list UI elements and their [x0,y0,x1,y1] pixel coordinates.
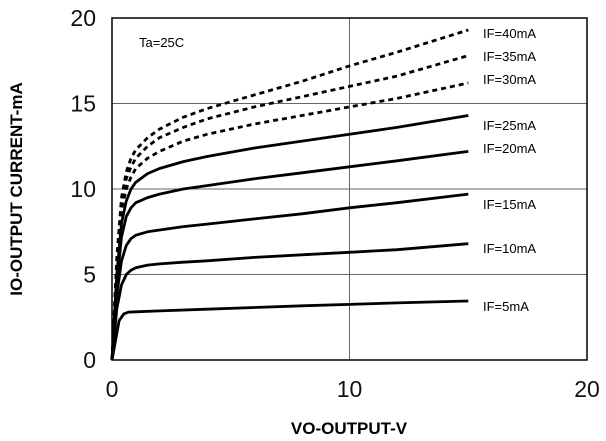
tick-labels: 0 5 10 15 20 0 10 20 [70,5,599,402]
series-line-if-10ma [110,242,469,361]
y-tick-label-4: 20 [70,5,96,31]
series-line-if-20ma [110,150,469,361]
series-line-if-40ma [110,28,469,361]
y-tick-label-0: 0 [83,347,96,373]
series-line-if-35ma [110,54,469,361]
series-line-if-25ma [110,114,469,361]
y-tick-label-2: 10 [70,176,96,202]
temperature-annotation: Ta=25C [139,35,184,50]
series-label-3: IF=20mA [483,141,536,156]
series-label-2: IF=15mA [483,197,536,212]
series-label-0: IF=5mA [483,299,529,314]
series-line-if-5ma [110,299,469,361]
y-axis-label: IO-OUTPUT CURRENT-mA [7,82,26,295]
x-tick-label-2: 20 [574,376,600,402]
x-axis-label: VO-OUTPUT-V [291,419,408,438]
series-line-if-30ma [110,81,469,361]
series-labels: IF=5mA IF=10mA IF=15mA IF=20mA IF=25mA IF=30m… [483,26,536,314]
y-tick-label-3: 15 [70,91,96,117]
plot-frame [111,17,588,361]
series-curves [110,28,469,361]
series-line-if-15ma [110,192,469,361]
x-tick-label-1: 10 [337,376,363,402]
series-label-6: IF=35mA [483,49,536,64]
x-tick-label-0: 0 [106,376,119,402]
series-label-1: IF=10mA [483,241,536,256]
series-label-4: IF=25mA [483,118,536,133]
y-tick-label-1: 5 [83,262,96,288]
series-label-7: IF=40mA [483,26,536,41]
series-label-5: IF=30mA [483,72,536,87]
